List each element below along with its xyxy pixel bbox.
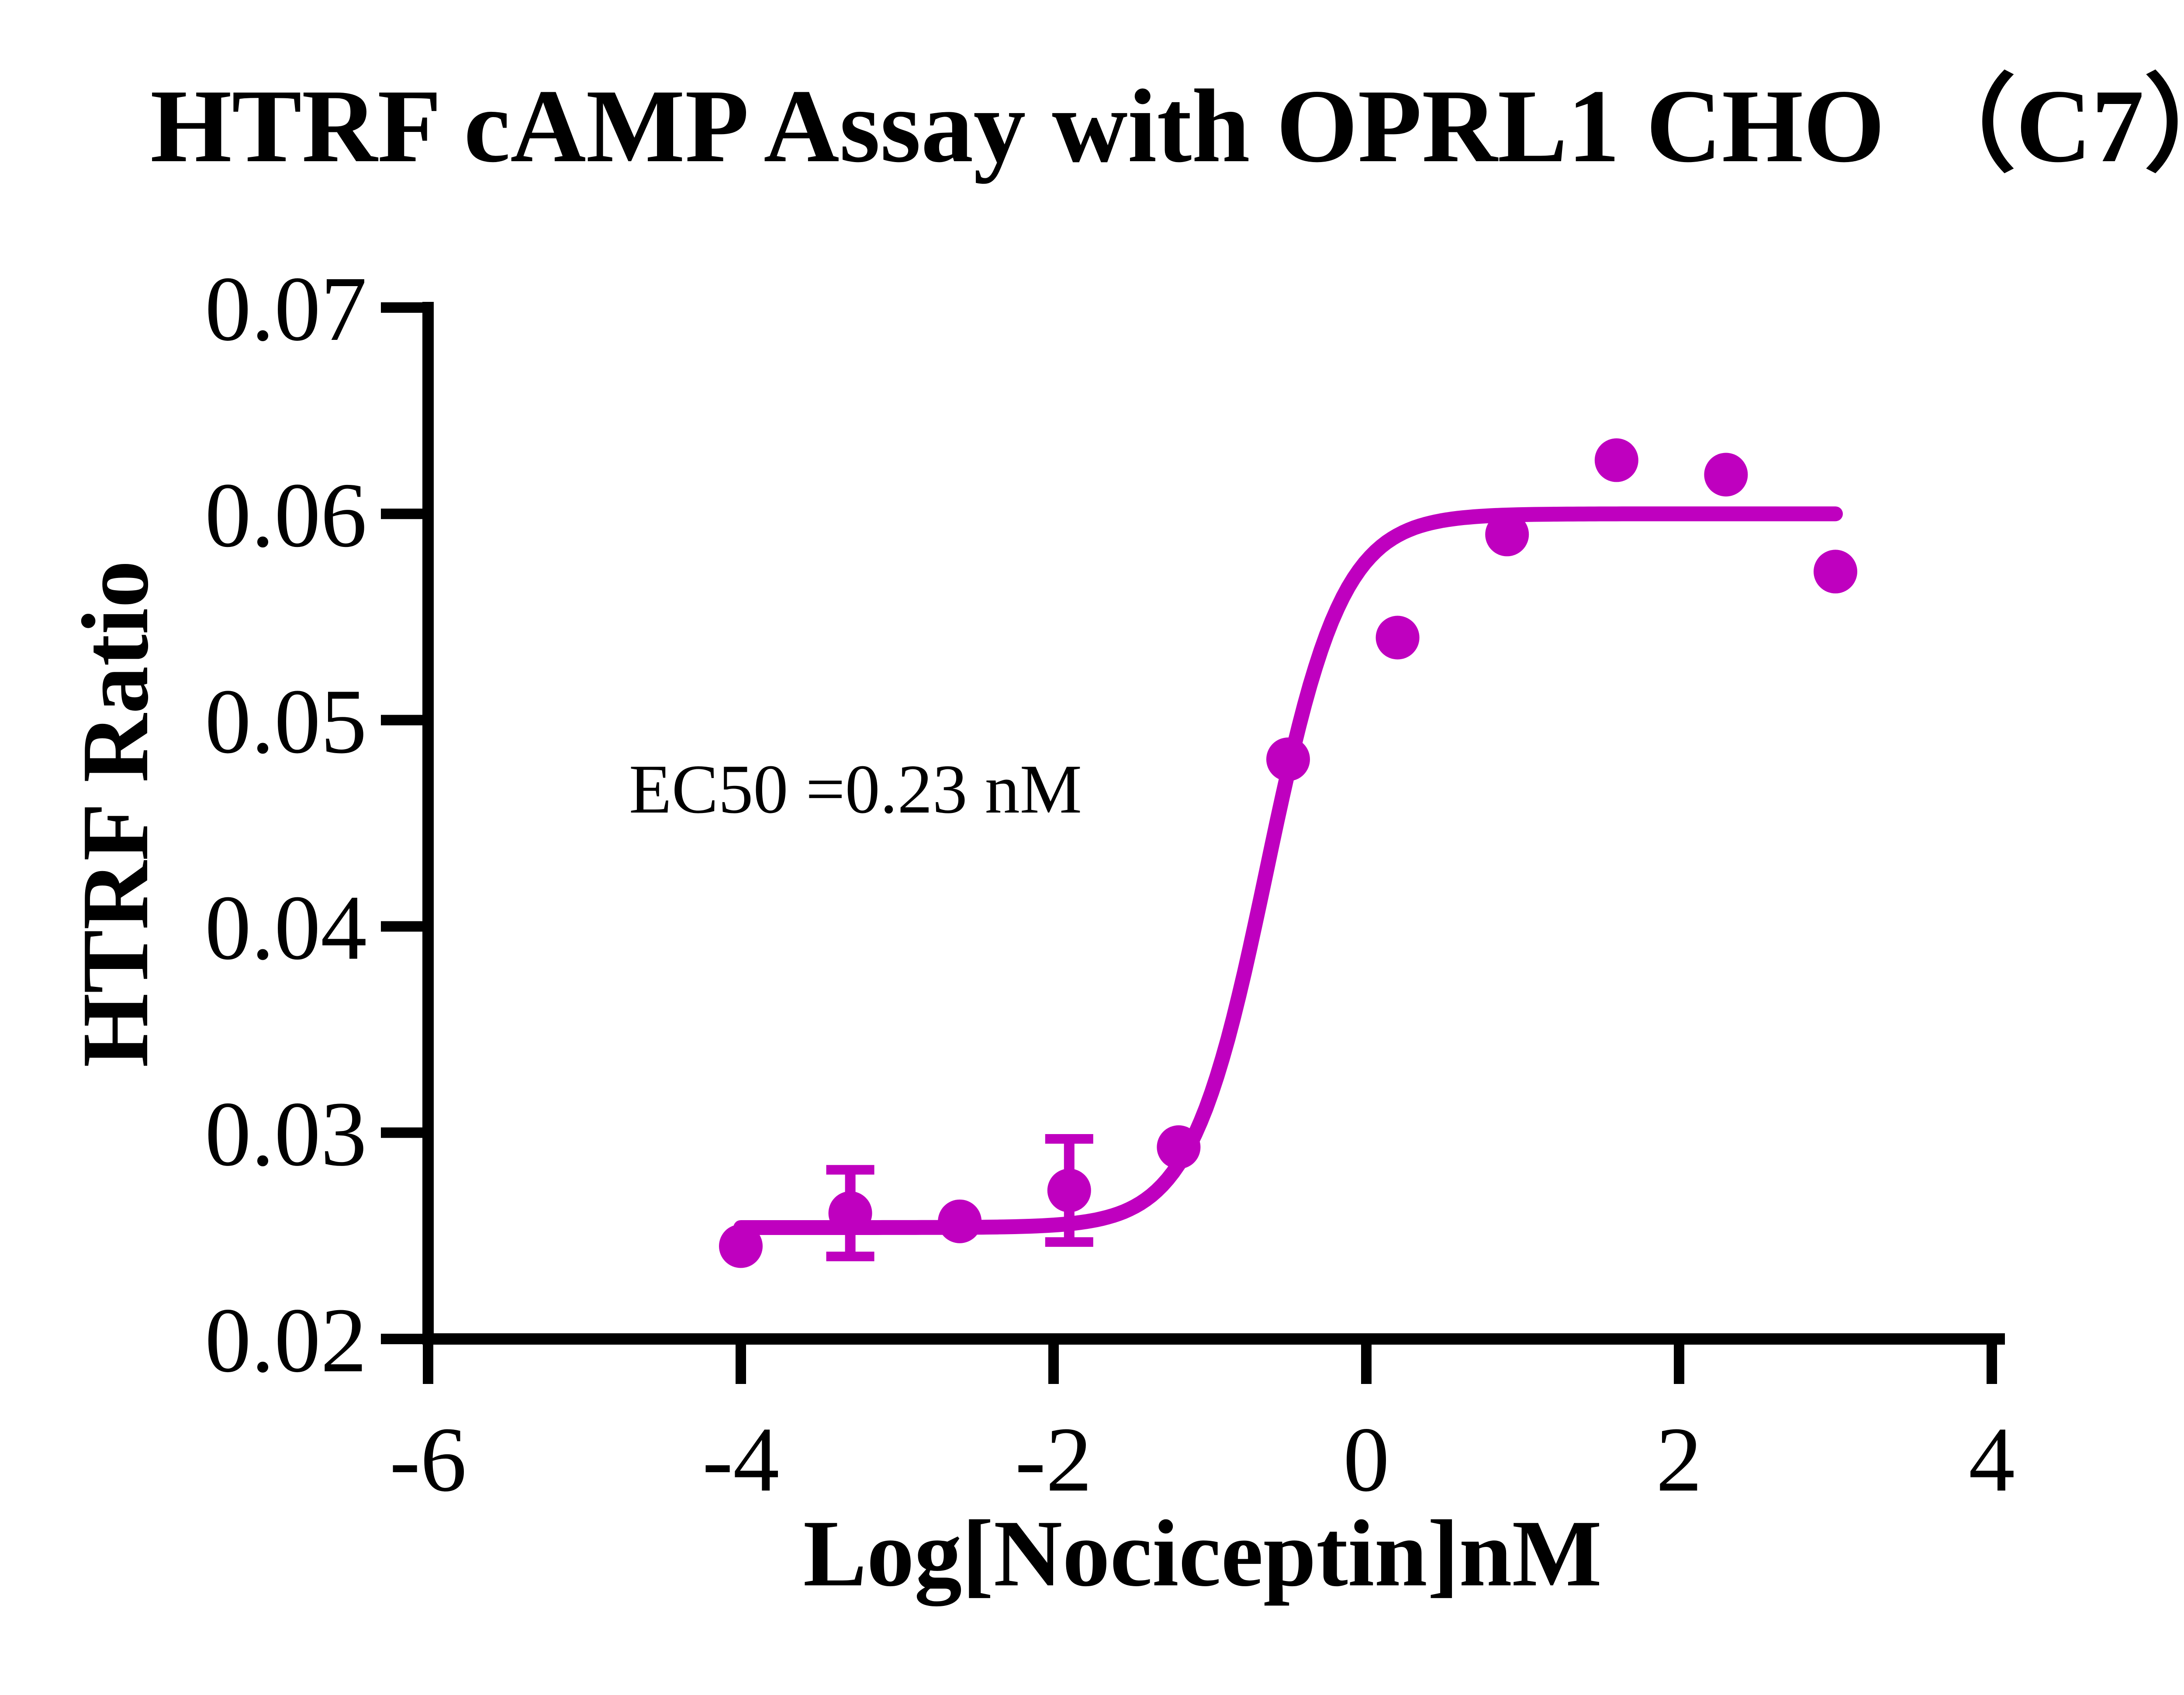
data-point [1814,550,1857,594]
fit-curve [733,506,1843,1235]
data-point [1266,737,1310,782]
y-tick-label: 0.07 [205,257,367,360]
x-tick-label: -2 [1015,1408,1092,1511]
x-tick-label: 2 [1656,1408,1702,1511]
x-tick-label: -4 [702,1408,780,1511]
data-point [719,1224,763,1268]
x-tick-label: 4 [1969,1408,2015,1511]
y-tick-label: 0.06 [205,464,367,566]
data-point [1704,453,1748,497]
data-point [1047,1169,1091,1213]
data-point [828,1191,872,1235]
x-tick-label: 0 [1343,1408,1389,1511]
y-tick-label: 0.03 [205,1083,367,1185]
x-tick-label: -6 [390,1408,467,1511]
x-axis-title: Log[Nociceptin]nM [803,1501,1602,1606]
y-tick-label: 0.04 [205,876,367,979]
data-point [1594,438,1638,482]
data-point [1485,512,1529,557]
ec50-annotation: EC50 =0.23 nM [629,750,1082,828]
y-tick-label: 0.05 [205,670,367,772]
y-tick-label: 0.02 [205,1289,367,1391]
data-point [1157,1125,1201,1169]
chart-title: HTRF cAMP Assay with OPRL1 CHO （C7） [150,68,2184,184]
data-point [1375,616,1420,660]
data-point [938,1199,982,1243]
